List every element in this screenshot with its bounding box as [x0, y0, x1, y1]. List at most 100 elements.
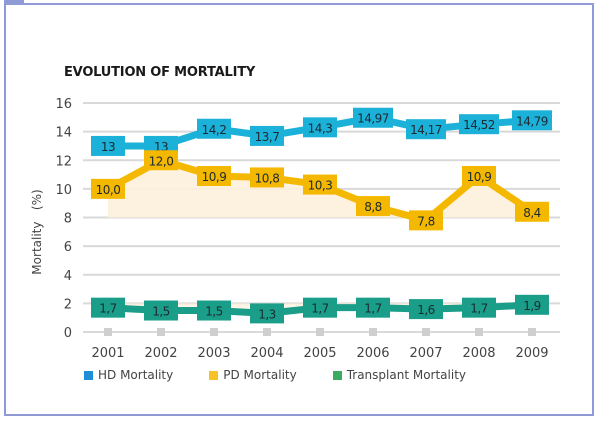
data-label: 7,8: [417, 214, 435, 228]
legend-label-transplant: Transplant Mortality: [346, 368, 467, 382]
x-tick-label: 2005: [303, 346, 336, 361]
data-point-hd: 13: [91, 135, 125, 156]
data-point-hd: 13,7: [250, 125, 284, 146]
data-label: 13: [101, 140, 115, 154]
x-tick-marker: [263, 328, 271, 336]
data-point-transplant: 1,5: [197, 300, 231, 321]
data-point-box: [197, 118, 231, 139]
y-tick-label: 12: [55, 154, 72, 169]
data-point-transplant: 1,7: [462, 297, 496, 318]
x-tick-labels: 2001 2002 2003 2004 2005 2006 2007 2008 2009: [91, 328, 549, 361]
y-tick-label: 8: [64, 212, 72, 227]
data-point-pd: 8,4: [515, 201, 549, 222]
legend-label-hd: HD Mortality: [98, 368, 174, 382]
x-tick-marker: [422, 328, 430, 336]
data-label: 8,8: [364, 200, 382, 214]
x-tick-marker: [104, 328, 112, 336]
data-point-box: [303, 174, 337, 195]
data-label: 14,79: [516, 114, 548, 128]
data-label: 14,97: [357, 112, 389, 126]
legend-item-transplant: Transplant Mortality: [332, 368, 467, 382]
data-point-box: [91, 135, 125, 156]
x-tick-label: 2008: [462, 346, 495, 361]
data-point-hd: 14,97: [353, 107, 393, 128]
legend-item-pd: PD Mortality: [209, 368, 297, 382]
legend-swatch-transplant: [332, 370, 342, 380]
x-tick-label: 2006: [356, 346, 389, 361]
data-point-box: [91, 297, 125, 318]
data-point-pd: 7,8: [409, 210, 443, 231]
x-tick-marker: [369, 328, 377, 336]
data-label: 10,9: [202, 170, 227, 184]
data-point-hd: 14,17: [406, 119, 446, 140]
y-axis-label: Mortality (%): [30, 189, 44, 274]
legend-swatch-pd: [209, 370, 219, 380]
data-point-hd: 14,2: [197, 118, 231, 139]
y-tick-label: 4: [64, 269, 72, 284]
data-label: 1,7: [311, 302, 329, 316]
x-tick-label: 2009: [515, 346, 548, 361]
data-point-box: [515, 294, 549, 315]
data-point-box: [356, 196, 390, 217]
data-label: 14,52: [463, 118, 495, 132]
x-tick-marker: [210, 328, 218, 336]
data-point-hd: 14,79: [512, 110, 552, 131]
data-point-transplant: 1,7: [303, 297, 337, 318]
data-point-box: [409, 299, 443, 320]
data-label: 13,7: [255, 130, 280, 144]
legend-label-pd: PD Mortality: [223, 368, 297, 382]
data-point-transplant: 1,7: [356, 297, 390, 318]
data-point-box: [250, 303, 284, 324]
data-point-pd: 10,9: [462, 165, 496, 186]
data-point-pd: 12,0: [144, 150, 178, 171]
data-label: 1,7: [470, 302, 488, 316]
data-label: 14,3: [308, 121, 333, 135]
x-tick-label: 2003: [197, 346, 230, 361]
data-point-pd: 10,8: [250, 167, 284, 188]
x-tick-marker: [475, 328, 483, 336]
data-point-transplant: 1,3: [250, 303, 284, 324]
data-point-hd: 14,3: [303, 117, 337, 138]
data-point-box: [409, 210, 443, 231]
x-tick-marker: [316, 328, 324, 336]
y-tick-label: 14: [55, 126, 72, 141]
data-label: 14,2: [202, 123, 227, 137]
data-point-box: [515, 201, 549, 222]
data-point-box: [512, 110, 552, 131]
data-label: 8,4: [523, 206, 541, 220]
data-label: 1,7: [364, 302, 382, 316]
data-point-transplant: 1,6: [409, 299, 443, 320]
data-point-box: [303, 117, 337, 138]
y-tick-label: 16: [55, 97, 72, 112]
data-label: 10,9: [467, 170, 492, 184]
data-point-box: [406, 119, 446, 140]
data-label: 10,3: [308, 179, 333, 193]
data-point-box: [250, 167, 284, 188]
chart-title: EVOLUTION OF MORTALITY: [64, 65, 256, 80]
data-point-transplant: 1,5: [144, 300, 178, 321]
legend: HD Mortality PD Mortality Transplant Mor…: [84, 368, 502, 382]
legend-item-hd: HD Mortality: [84, 368, 173, 382]
data-point-pd: 10,3: [303, 174, 337, 195]
data-point-box: [459, 114, 499, 135]
x-tick-marker: [157, 328, 165, 336]
data-point-box: [356, 297, 390, 318]
x-tick-label: 2004: [250, 346, 283, 361]
data-point-transplant: 1,7: [91, 297, 125, 318]
x-tick-label: 2002: [144, 346, 177, 361]
data-point-box: [144, 150, 178, 171]
data-point-box: [197, 300, 231, 321]
data-point-pd: 10,0: [91, 178, 125, 199]
x-tick-label: 2001: [91, 346, 124, 361]
data-label: 1,9: [523, 299, 541, 313]
data-point-box: [353, 107, 393, 128]
data-point-hd: 14,52: [459, 114, 499, 135]
data-point-pd: 10,9: [197, 165, 231, 186]
legend-swatch-hd: [84, 370, 93, 380]
data-point-transplant: 1,9: [515, 294, 549, 315]
data-label: 10,8: [255, 171, 280, 185]
data-label: 12,0: [149, 154, 174, 168]
data-label: 1,5: [205, 305, 223, 319]
y-tick-label: 6: [64, 240, 72, 255]
